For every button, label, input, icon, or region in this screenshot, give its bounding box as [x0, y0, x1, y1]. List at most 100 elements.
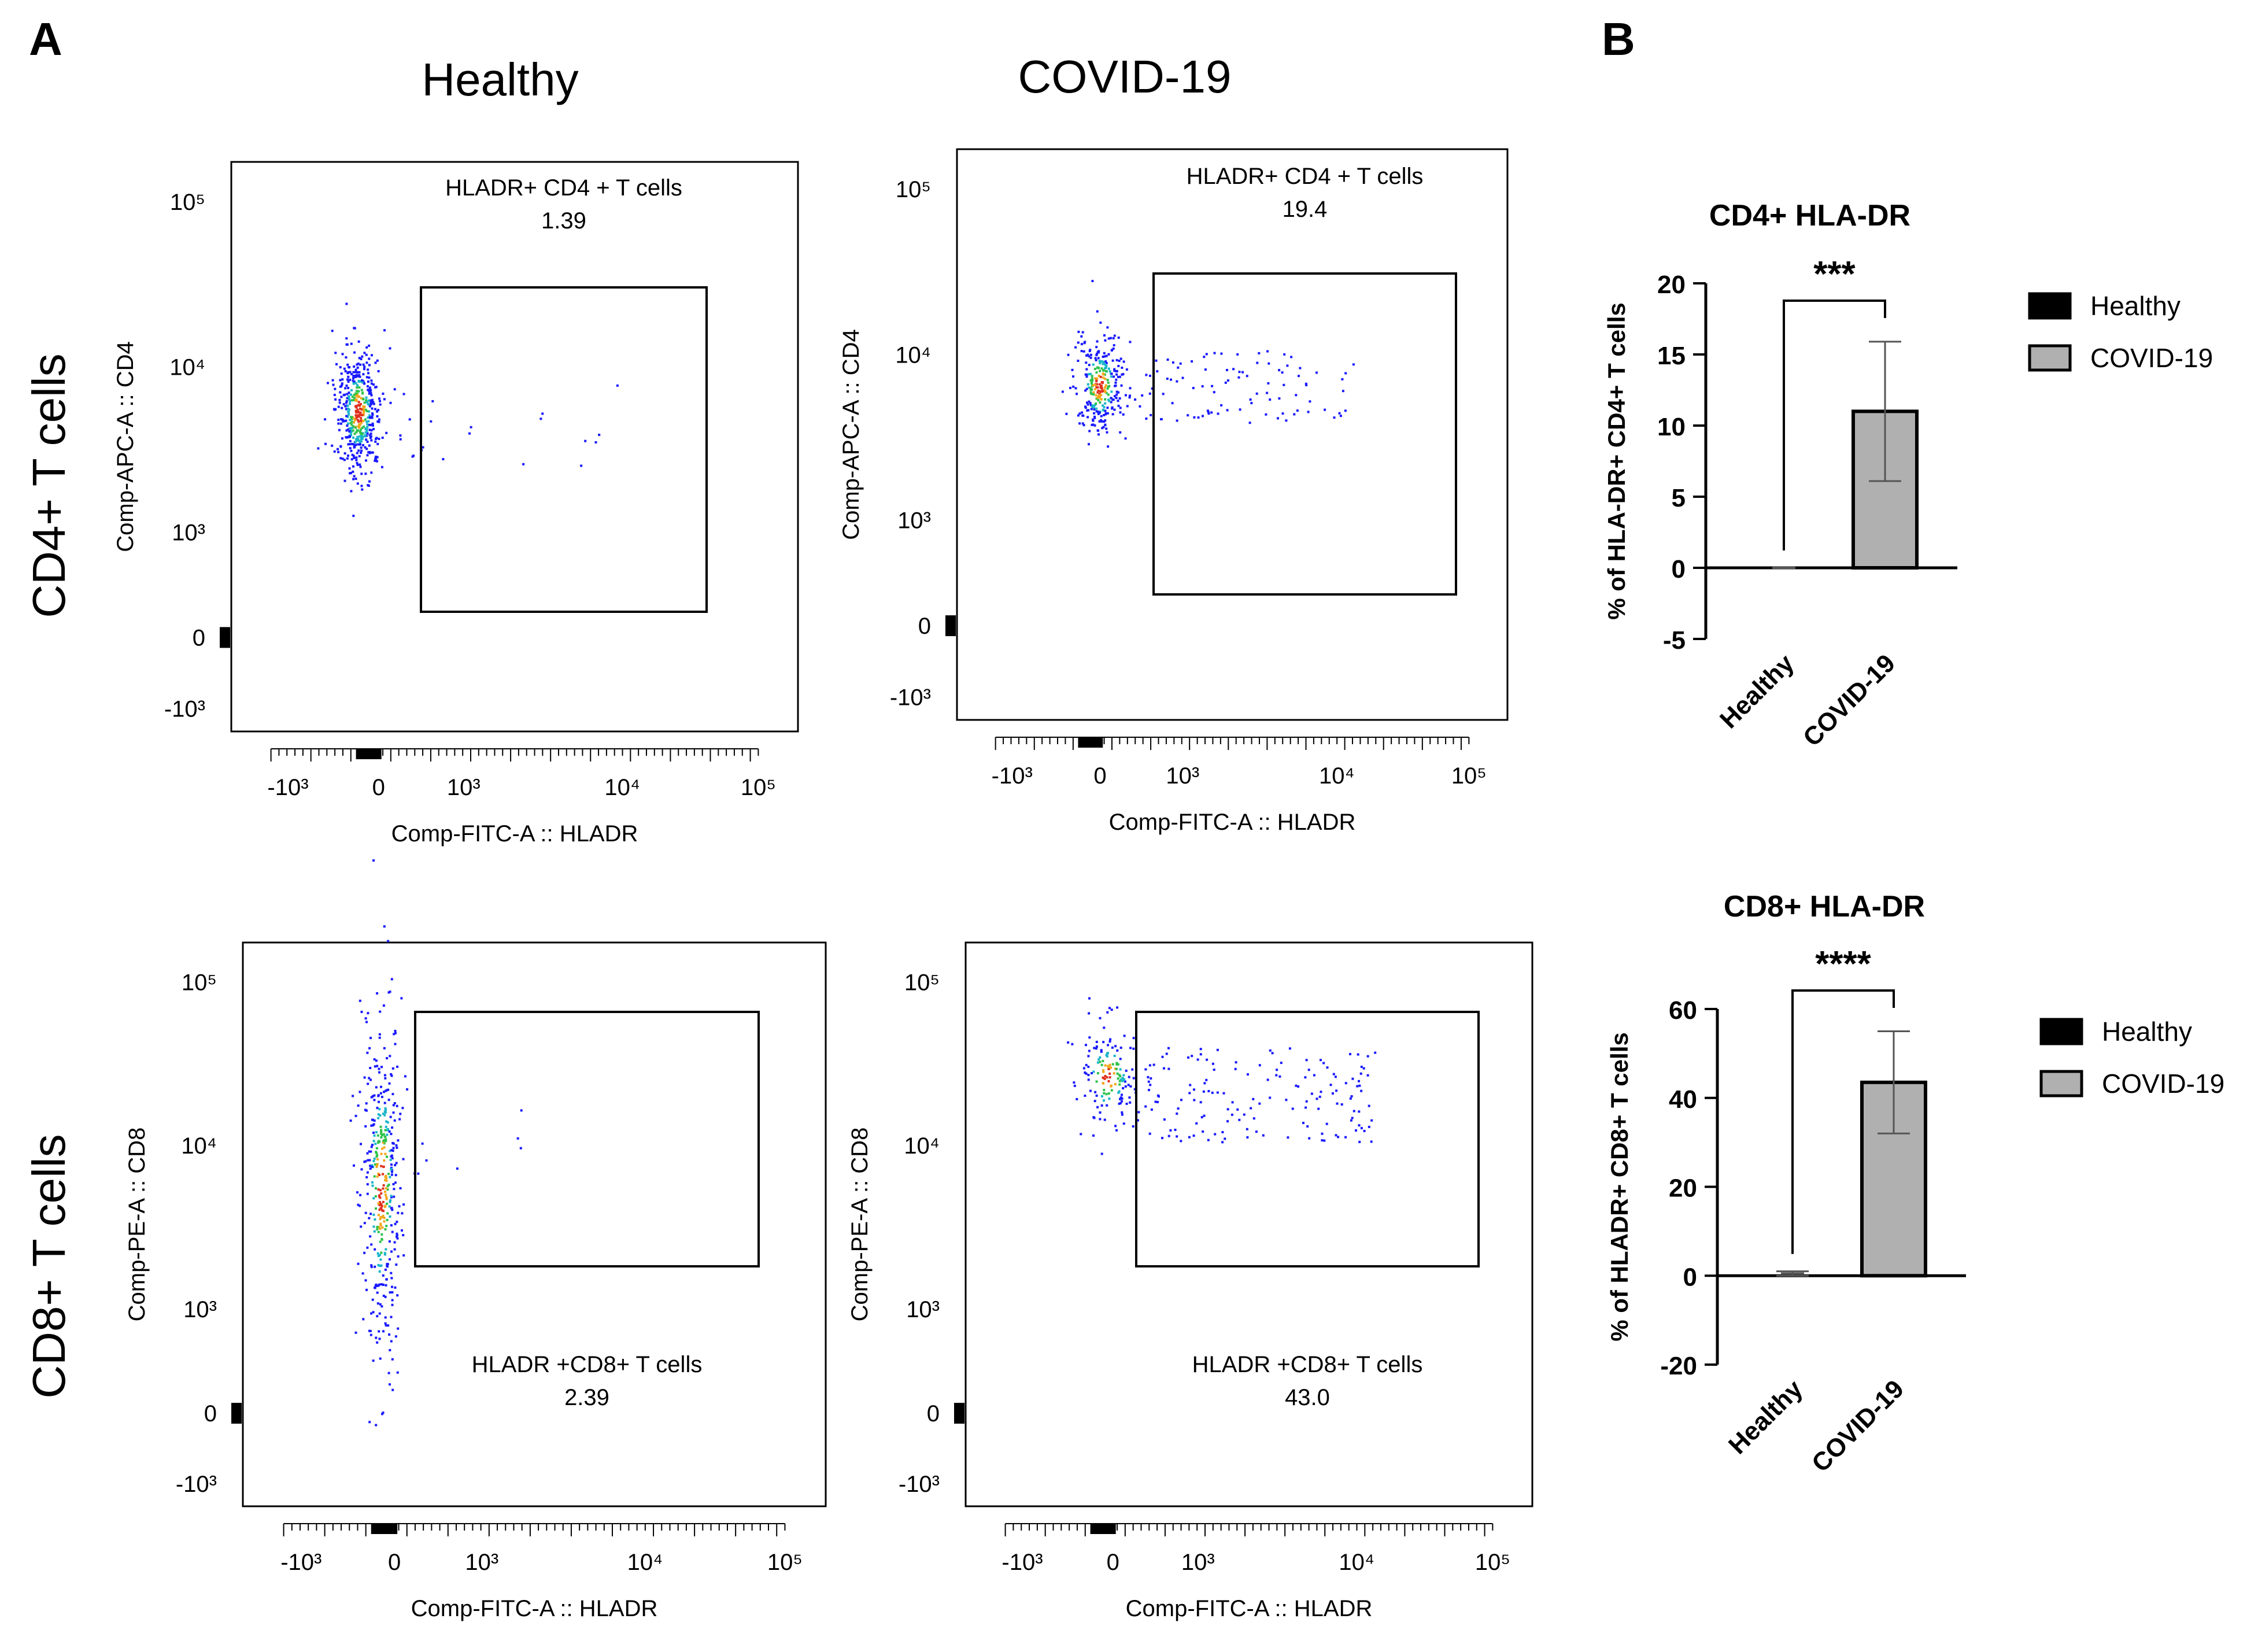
significance-bracket	[1791, 989, 1895, 1254]
event-point	[1338, 412, 1341, 415]
event-point	[383, 925, 386, 928]
event-point	[1121, 1100, 1123, 1103]
event-point	[1111, 413, 1114, 416]
event-point	[395, 1263, 398, 1266]
event-point	[1104, 409, 1107, 412]
event-point	[1061, 390, 1064, 393]
event-point	[1065, 412, 1068, 415]
event-point	[1107, 1066, 1110, 1069]
event-point	[1103, 352, 1106, 354]
event-point	[380, 1264, 383, 1267]
event-point	[1105, 391, 1108, 394]
event-point	[1216, 1048, 1219, 1051]
event-point	[382, 1113, 385, 1115]
event-point	[345, 356, 348, 359]
event-point	[343, 367, 346, 370]
event-point	[365, 438, 368, 441]
event-point	[1113, 369, 1116, 372]
event-point	[388, 1205, 391, 1208]
event-point	[1258, 1064, 1261, 1067]
event-point	[347, 411, 350, 413]
row-title-cd4: CD4+ T cells	[23, 353, 75, 618]
y-axis-label: % of HLA-DR+ CD4+ T cells	[1603, 302, 1630, 619]
event-point	[397, 1255, 400, 1258]
event-point	[376, 1107, 379, 1110]
event-point	[354, 1114, 357, 1117]
event-point	[1125, 368, 1128, 371]
event-point	[362, 413, 365, 416]
event-point	[359, 363, 362, 366]
event-point	[1283, 383, 1285, 386]
event-point	[1104, 1064, 1107, 1067]
event-point	[334, 387, 337, 390]
event-point	[372, 383, 375, 386]
event-point	[1248, 422, 1251, 424]
event-point	[337, 448, 339, 450]
event-point	[1113, 334, 1116, 337]
x-tick-label: 0	[1093, 763, 1106, 789]
event-point	[370, 379, 373, 382]
event-point	[357, 379, 360, 382]
event-point	[384, 1253, 387, 1256]
event-point	[520, 1109, 523, 1112]
event-point	[1110, 375, 1113, 378]
event-point	[1150, 413, 1152, 416]
event-point	[1102, 1070, 1105, 1073]
event-point	[1088, 430, 1091, 433]
event-point	[1310, 1092, 1313, 1095]
event-point	[360, 422, 363, 424]
event-point	[584, 439, 587, 442]
event-point	[1252, 1117, 1255, 1120]
event-point	[352, 470, 354, 473]
event-point	[375, 1285, 378, 1288]
event-point	[352, 426, 354, 429]
event-point	[391, 1208, 394, 1211]
event-point	[1149, 374, 1151, 377]
event-point	[396, 1237, 399, 1240]
event-point	[1197, 416, 1200, 419]
event-point	[375, 1207, 377, 1210]
event-point	[377, 1255, 380, 1257]
event-point	[351, 453, 354, 456]
significance-bracket	[1783, 300, 1886, 550]
event-point	[356, 452, 359, 454]
event-point	[388, 1333, 391, 1336]
event-point	[339, 385, 342, 388]
event-point	[1112, 347, 1115, 350]
event-point	[1358, 1110, 1361, 1113]
event-point	[340, 372, 343, 375]
event-point	[368, 1150, 371, 1153]
event-point	[391, 1285, 393, 1288]
event-point	[378, 1108, 381, 1111]
event-point	[374, 458, 377, 461]
significance-stars: ***	[1813, 254, 1856, 294]
y-tick-label: -20	[1660, 1352, 1697, 1380]
event-point	[1192, 387, 1195, 390]
x-tick-label: 10³	[1181, 1550, 1215, 1575]
event-point	[357, 1104, 360, 1107]
event-point	[1325, 1122, 1328, 1125]
y-tick-label: 10⁵	[182, 970, 217, 995]
event-point	[1108, 1076, 1111, 1079]
event-point	[354, 371, 357, 374]
event-point	[1363, 1129, 1366, 1132]
event-point	[370, 382, 373, 385]
x-axis-label: Comp-FITC-A :: HLADR	[1109, 810, 1356, 835]
event-point	[1074, 346, 1077, 349]
event-point	[357, 443, 360, 446]
event-point	[379, 1218, 382, 1221]
event-point	[366, 1192, 369, 1195]
event-point	[367, 368, 369, 371]
y-tick-label: 10⁵	[904, 970, 940, 995]
event-point	[1088, 350, 1091, 353]
gate-percent: 19.4	[1283, 197, 1328, 222]
event-point	[402, 1203, 405, 1206]
event-point	[1370, 1119, 1373, 1122]
event-point	[331, 379, 334, 382]
event-point	[1102, 376, 1105, 379]
event-point	[376, 1154, 379, 1156]
event-point	[1160, 418, 1162, 420]
event-point	[350, 472, 353, 474]
event-point	[1117, 404, 1120, 407]
